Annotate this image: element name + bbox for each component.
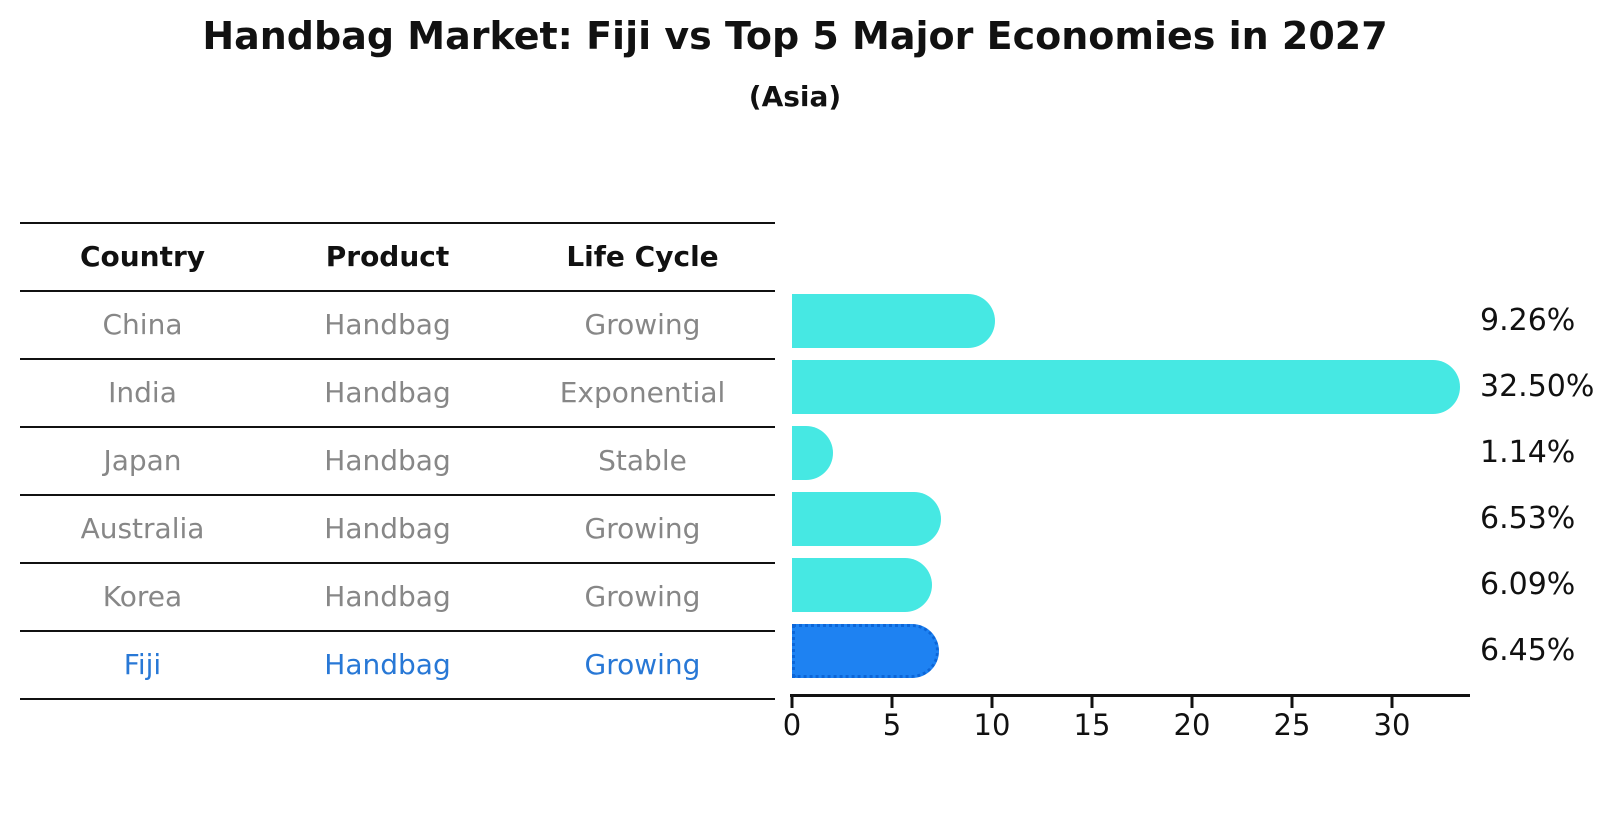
bar-row-japan: 1.14% [792, 420, 1604, 486]
bar-australia [792, 492, 941, 546]
x-tick-mark [990, 697, 994, 708]
life-cycle-cell: Growing [584, 512, 701, 545]
product-cell: Handbag [324, 580, 451, 613]
x-tick-label: 20 [1173, 708, 1211, 742]
x-tick-label: 30 [1373, 708, 1411, 742]
x-tick-label: 5 [882, 708, 902, 742]
value-label-japan: 1.14% [1480, 435, 1576, 470]
column-header-product: Product [325, 240, 450, 273]
value-label-india: 32.50% [1480, 369, 1595, 404]
table-header-row: Country Product Life Cycle [20, 222, 775, 290]
value-label-china: 9.26% [1480, 303, 1576, 338]
bar-japan [792, 426, 833, 480]
x-tick-mark [1090, 697, 1094, 708]
product-cell: Handbag [324, 648, 451, 681]
product-cell: Handbag [324, 444, 451, 477]
table-row-china: China Handbag Growing [20, 290, 775, 358]
life-cycle-cell: Growing [584, 580, 701, 613]
page-subtitle: (Asia) [748, 80, 842, 113]
product-cell: Handbag [324, 308, 451, 341]
product-cell: Handbag [324, 376, 451, 409]
bar-row-fiji: 6.45% [792, 618, 1604, 684]
bar-row-india: 32.50% [792, 354, 1604, 420]
x-tick-label: 25 [1273, 708, 1311, 742]
page-title: Handbag Market: Fiji vs Top 5 Major Econ… [202, 14, 1388, 58]
x-tick-label: 10 [973, 708, 1011, 742]
country-cell: Japan [103, 444, 182, 477]
bar-chart: 9.26% 32.50% 1.14% 6.53% 6.09% 6.45% [792, 288, 1604, 684]
bar-fiji-highlighted [792, 624, 939, 678]
country-cell: Australia [80, 512, 205, 545]
table-row-fiji: Fiji Handbag Growing [20, 630, 775, 698]
x-tick-mark [1390, 697, 1394, 708]
life-cycle-cell: Growing [584, 648, 701, 681]
column-header-life-cycle: Life Cycle [566, 240, 719, 273]
x-tick-mark [1190, 697, 1194, 708]
life-cycle-cell: Stable [598, 444, 687, 477]
country-cell: China [102, 308, 183, 341]
country-cell: India [108, 376, 177, 409]
life-cycle-cell: Growing [584, 308, 701, 341]
x-tick-mark [890, 697, 894, 708]
bar-row-australia: 6.53% [792, 486, 1604, 552]
column-header-country: Country [79, 240, 206, 273]
x-axis-line [790, 694, 1470, 697]
bar-row-china: 9.26% [792, 288, 1604, 354]
data-table: Country Product Life Cycle China Handbag… [20, 222, 775, 700]
value-label-korea: 6.09% [1480, 567, 1576, 602]
table-row-korea: Korea Handbag Growing [20, 562, 775, 630]
x-tick-mark [1290, 697, 1294, 708]
x-tick-label: 15 [1073, 708, 1111, 742]
value-label-australia: 6.53% [1480, 501, 1576, 536]
table-row-australia: Australia Handbag Growing [20, 494, 775, 562]
life-cycle-cell: Exponential [559, 376, 726, 409]
country-cell: Fiji [123, 648, 162, 681]
bar-row-korea: 6.09% [792, 552, 1604, 618]
bar-korea [792, 558, 932, 612]
product-cell: Handbag [324, 512, 451, 545]
country-cell: Korea [102, 580, 183, 613]
x-tick-label: 0 [782, 708, 802, 742]
bar-china [792, 294, 996, 348]
x-tick-mark [790, 697, 794, 708]
bar-india [792, 360, 1460, 414]
table-row-india: India Handbag Exponential [20, 358, 775, 426]
table-row-japan: Japan Handbag Stable [20, 426, 775, 494]
value-label-fiji: 6.45% [1480, 633, 1576, 668]
